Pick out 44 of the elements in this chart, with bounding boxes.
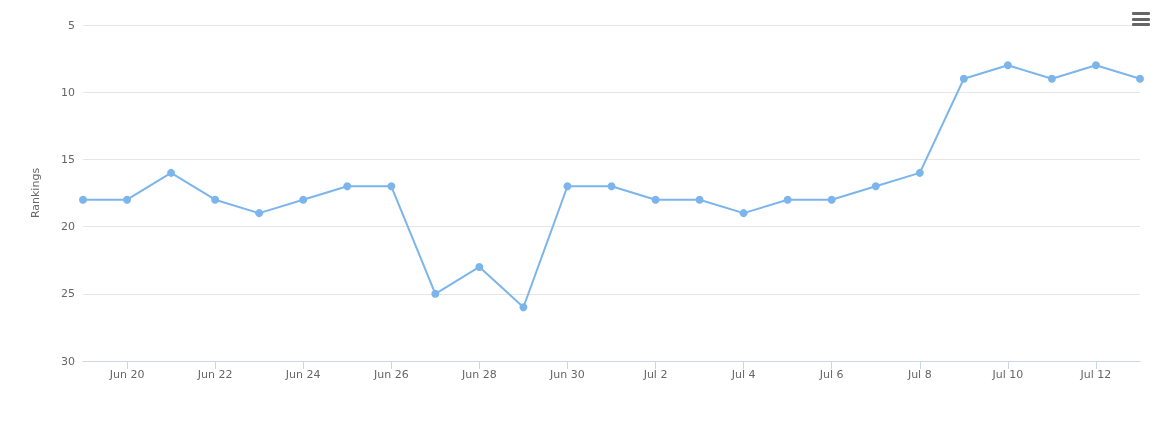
point xyxy=(519,303,528,312)
point xyxy=(343,182,352,191)
x-tick-label: Jun 28 xyxy=(461,368,497,381)
x-tick-label: Jul 10 xyxy=(991,368,1024,381)
y-tick-label: 5 xyxy=(68,18,75,32)
x-tick-label: Jul 6 xyxy=(818,368,844,381)
point xyxy=(607,182,616,191)
point xyxy=(871,182,880,191)
point xyxy=(1003,61,1012,70)
point xyxy=(211,195,220,204)
point xyxy=(123,195,132,204)
point xyxy=(651,195,660,204)
point xyxy=(827,195,836,204)
point xyxy=(563,182,572,191)
y-tick-label: 10 xyxy=(61,85,75,99)
x-tick-label: Jul 12 xyxy=(1079,368,1112,381)
y-tick-label: 30 xyxy=(61,354,75,368)
point xyxy=(475,262,484,271)
y-axis-title: Rankings xyxy=(29,167,42,219)
point xyxy=(739,209,748,218)
x-tick-label: Jun 20 xyxy=(108,368,145,381)
point xyxy=(1091,61,1100,70)
x-tick-label: Jul 8 xyxy=(906,368,932,381)
y-tick-label: 25 xyxy=(61,287,75,301)
point xyxy=(959,74,968,83)
x-tick-label: Jul 2 xyxy=(642,368,668,381)
point xyxy=(695,195,704,204)
point xyxy=(299,195,308,204)
point xyxy=(1047,74,1056,83)
x-tick-label: Jun 24 xyxy=(284,368,321,381)
x-tick-label: Jul 4 xyxy=(730,368,756,381)
point xyxy=(387,182,396,191)
point xyxy=(783,195,792,204)
x-tick-label: Jun 26 xyxy=(372,368,409,381)
x-tick-label: Jun 30 xyxy=(549,368,585,381)
point xyxy=(1136,74,1144,83)
x-tick-label: Jun 22 xyxy=(196,368,233,381)
y-tick-label: 20 xyxy=(61,220,75,234)
point xyxy=(167,168,176,177)
point xyxy=(431,289,440,298)
point xyxy=(915,168,924,177)
y-tick-label: 15 xyxy=(61,152,75,166)
point xyxy=(79,195,87,204)
point xyxy=(255,209,264,218)
